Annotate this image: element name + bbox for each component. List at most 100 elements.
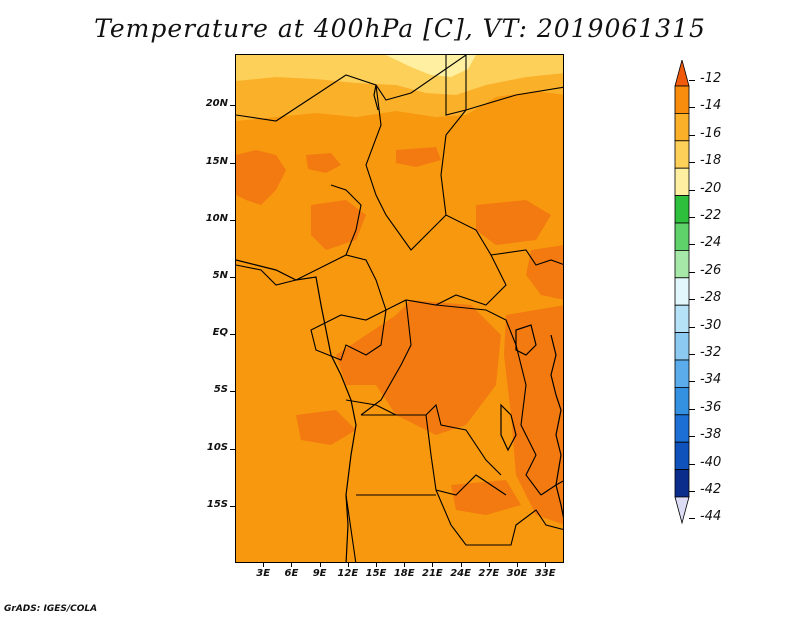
colorbar-cell	[674, 113, 690, 142]
warm-patch-rift	[504, 305, 563, 525]
colorbar-cell	[674, 304, 690, 333]
temp-field-base	[236, 55, 563, 562]
colorbar-tick	[689, 189, 695, 191]
colorbar-level-label: -44	[700, 509, 722, 525]
colorbar-tick	[689, 436, 695, 438]
credit-text: GrADS: IGES/COLA	[4, 604, 98, 614]
x-tick-mark	[545, 563, 547, 567]
warm-patch-east	[526, 245, 563, 300]
colorbar-cell	[674, 386, 690, 416]
x-tick-mark	[319, 563, 321, 567]
colorbar-cell	[674, 469, 690, 498]
colorbar-level-label: -18	[700, 153, 722, 169]
colorbar-tick	[689, 107, 695, 109]
x-tick-mark	[517, 563, 518, 567]
y-tick-mark	[230, 448, 235, 450]
colorbar-cell	[674, 441, 690, 471]
x-tick-label: 21E	[422, 568, 443, 579]
x-tick-label: 24E	[450, 568, 471, 579]
y-tick-label: 5N	[212, 270, 228, 282]
map-panel	[235, 54, 564, 563]
colorbar	[674, 60, 690, 525]
colorbar-level-label: -30	[700, 317, 722, 333]
warm-patch-nc	[311, 200, 366, 250]
y-tick-label: 10S	[206, 441, 228, 453]
colorbar-level-label: -40	[700, 454, 722, 470]
y-tick-mark	[230, 391, 235, 393]
colorbar-cell	[674, 332, 690, 361]
y-tick-mark	[230, 162, 235, 164]
colorbar-level-label: -38	[700, 427, 722, 443]
colorbar-cell	[674, 85, 690, 114]
colorbar-level-label: -12	[700, 71, 722, 86]
x-tick-mark	[404, 563, 406, 567]
colorbar-level-label: -16	[700, 125, 722, 141]
colorbar-level-label: -20	[700, 180, 722, 196]
y-tick-mark	[230, 505, 235, 507]
colorbar-cell	[674, 222, 690, 251]
colorbar-bottom-triangle	[674, 496, 690, 525]
colorbar-tick	[689, 326, 695, 328]
x-tick-label: 27E	[478, 568, 500, 579]
colorbar-level-label: -24	[700, 235, 722, 251]
country-borders	[236, 55, 563, 562]
temp-band-north-20	[386, 55, 476, 77]
colorbar-level-label: -14	[700, 98, 722, 114]
colorbar-level-label: -26	[700, 262, 722, 278]
colorbar-level-label: -22	[700, 208, 722, 223]
y-tick-label: 15N	[205, 155, 228, 167]
y-tick-mark	[230, 334, 235, 336]
coastlines	[236, 84, 563, 562]
colorbar-cell	[674, 167, 690, 196]
colorbar-level-label: -34	[700, 372, 722, 388]
y-tick-label: 15S	[206, 498, 228, 510]
warm-patch-congo	[336, 300, 501, 435]
colorbar-tick	[689, 244, 695, 246]
x-tick-mark	[376, 563, 377, 567]
x-tick-label: 3E	[256, 568, 271, 579]
warm-patch-n	[306, 153, 341, 173]
warm-patch-gabon	[296, 410, 356, 445]
colorbar-cell	[674, 414, 690, 443]
colorbar-level-label: -42	[700, 482, 722, 497]
x-tick-label: 33E	[534, 568, 556, 579]
y-tick-label: 5S	[213, 384, 228, 396]
y-tick-mark	[230, 277, 235, 279]
x-tick-mark	[347, 563, 349, 567]
x-tick-label: 12E	[337, 568, 359, 579]
colorbar-cell	[674, 249, 690, 279]
temperature-map	[236, 55, 563, 562]
colorbar-tick	[689, 80, 695, 81]
colorbar-cell	[674, 140, 690, 169]
colorbar-cell	[674, 359, 690, 388]
x-tick-mark	[432, 563, 434, 567]
colorbar-tick	[689, 162, 695, 164]
colorbar-tick	[689, 463, 695, 465]
y-tick-mark	[230, 105, 235, 107]
warm-patch-ne	[476, 200, 551, 245]
x-tick-label: 6E	[284, 568, 299, 579]
warm-patch-chad	[396, 147, 441, 167]
x-tick-mark	[488, 563, 490, 567]
colorbar-tick	[689, 491, 695, 492]
colorbar-level-label: -36	[700, 399, 722, 415]
colorbar-level-label: -28	[700, 290, 722, 306]
colorbar-tick	[689, 354, 695, 355]
map-title: Temperature at 400hPa [C], VT: 201906131…	[94, 14, 706, 43]
x-tick-label: 30E	[506, 568, 528, 579]
y-tick-mark	[230, 219, 235, 221]
colorbar-tick	[689, 518, 695, 520]
colorbar-cell	[674, 277, 690, 306]
y-tick-label: 20N	[205, 98, 228, 110]
x-tick-label: 18E	[393, 568, 415, 579]
colorbar-tick	[689, 134, 695, 136]
colorbar-level-label: -32	[700, 345, 722, 360]
colorbar-top-triangle	[674, 60, 690, 87]
x-tick-mark	[460, 563, 462, 567]
warm-patch-south	[451, 480, 521, 515]
warm-patch-w	[236, 150, 286, 205]
colorbar-cell	[674, 195, 690, 224]
colorbar-tick	[689, 408, 695, 410]
x-tick-label: 15E	[365, 568, 387, 579]
colorbar-tick	[689, 381, 695, 383]
